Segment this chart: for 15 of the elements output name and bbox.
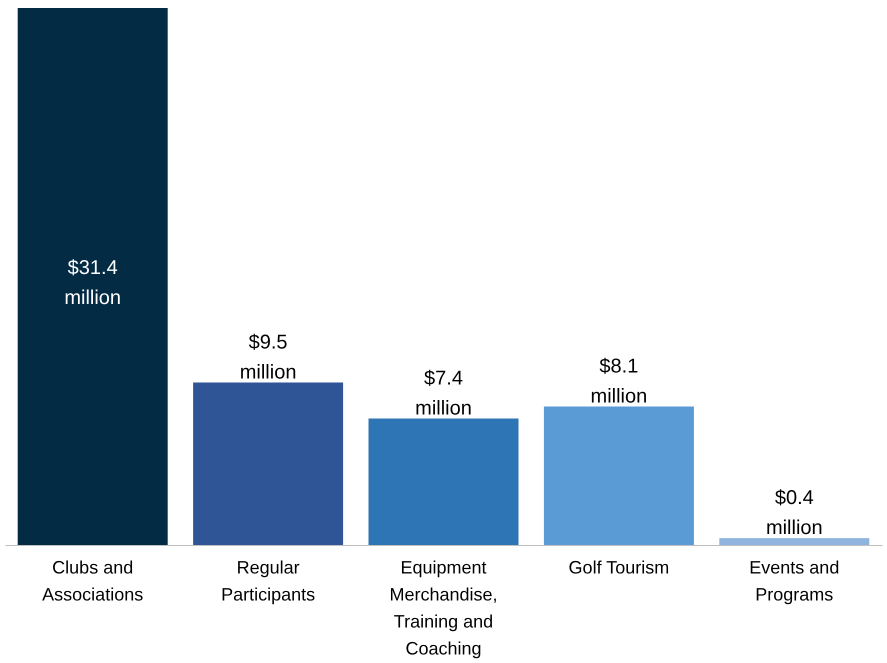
x-tick-label: Clubs and Associations: [42, 558, 144, 604]
bar: [719, 538, 870, 545]
data-label: $7.4 million: [415, 367, 472, 420]
data-label: $31.4 million: [64, 257, 122, 309]
x-tick-label: Equipment Merchandise, Training and Coaching: [389, 558, 498, 658]
data-label: $0.4 million: [766, 487, 823, 540]
bar: [544, 406, 694, 545]
data-label: $9.5 million: [240, 332, 296, 384]
x-tick-label: Regular Participants: [221, 558, 316, 604]
x-tick-label: Events and Programs: [749, 558, 840, 604]
bar: [18, 8, 168, 545]
data-label: $8.1 million: [590, 355, 648, 408]
x-tick-label: Golf Tourism: [568, 558, 670, 578]
bar: [193, 382, 344, 545]
bar: [368, 418, 518, 545]
